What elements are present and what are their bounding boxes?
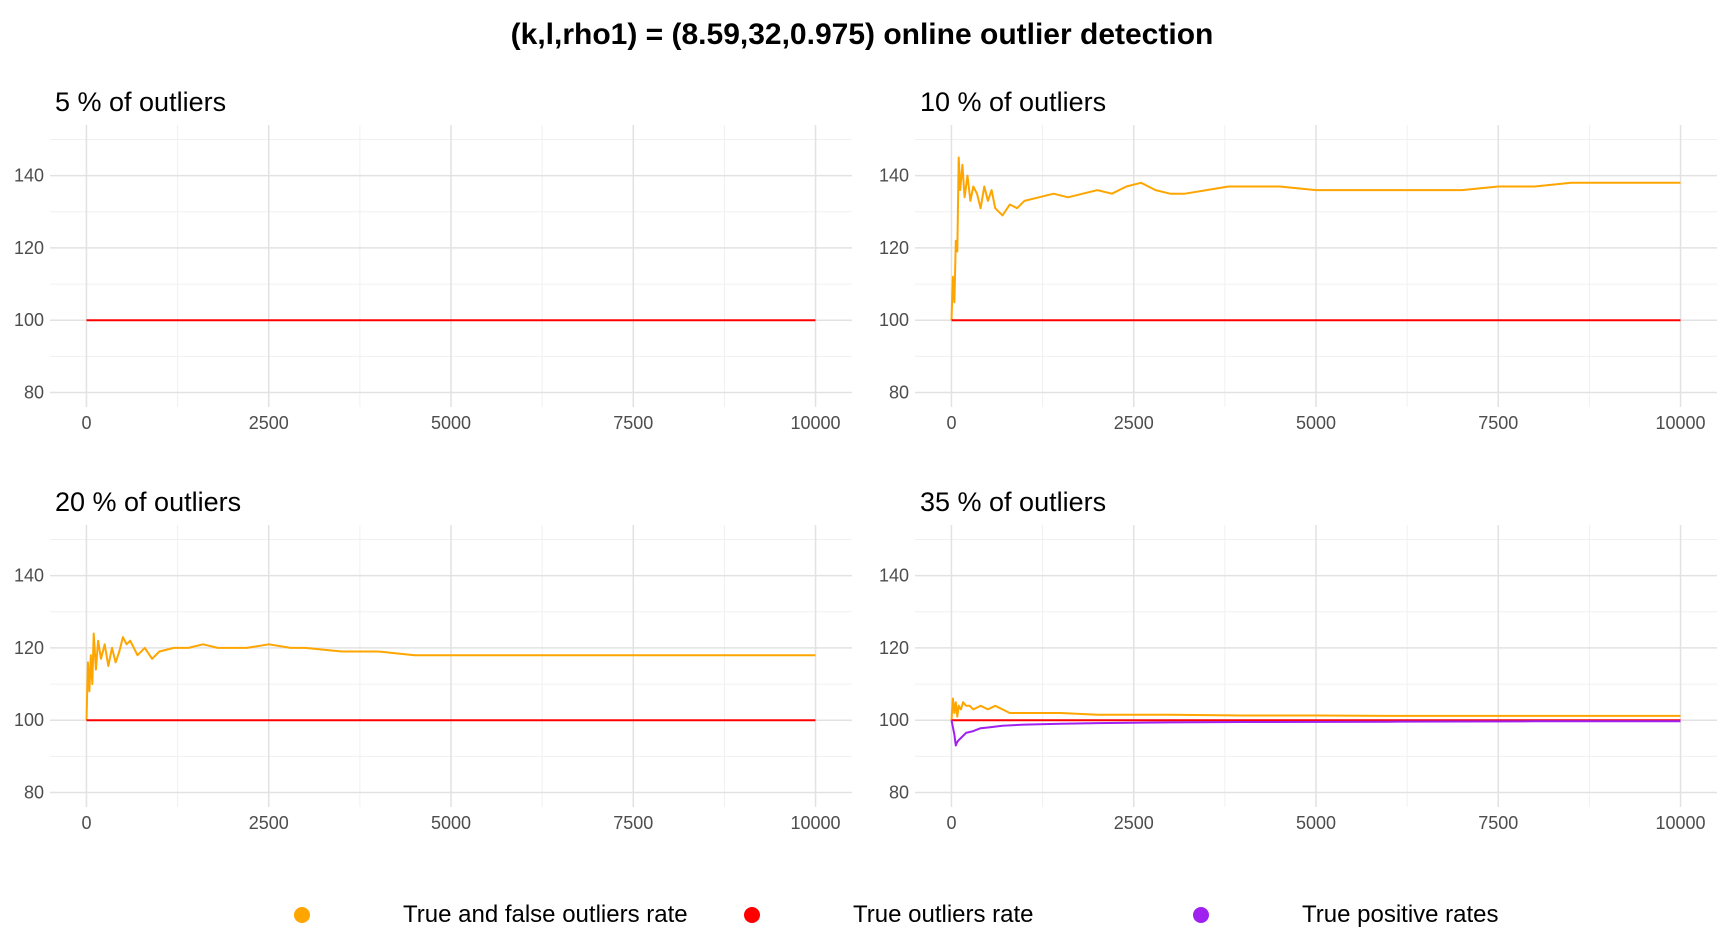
panel-title: 5 % of outliers <box>55 87 226 117</box>
series-line-1 <box>950 697 1681 721</box>
figure-title: (k,l,rho1) = (8.59,32,0.975) online outl… <box>510 18 1214 51</box>
series-line-3 <box>950 720 1681 747</box>
x-tick-label: 7500 <box>1478 413 1518 433</box>
x-tick-label: 10000 <box>791 413 841 433</box>
x-tick-label: 10000 <box>791 813 841 833</box>
legend-label: True positive rates <box>1302 901 1499 928</box>
y-tick-label: 80 <box>24 783 44 803</box>
y-tick-label: 100 <box>14 710 44 730</box>
legend-item-true-outliers: True outliers rate <box>744 895 1034 935</box>
y-tick-label: 80 <box>24 383 44 403</box>
legend-item-true-and-false: True and false outliers rate <box>294 895 688 935</box>
series-line-1 <box>950 156 1681 321</box>
y-tick-label: 140 <box>879 166 909 186</box>
legend-label: True and false outliers rate <box>403 901 688 928</box>
legend-dot-orange-icon <box>294 907 310 923</box>
panel-title: 20 % of outliers <box>55 487 241 517</box>
y-tick-label: 100 <box>879 710 909 730</box>
x-tick-label: 5000 <box>1296 813 1336 833</box>
legend: True and false outliers rate True outlie… <box>0 895 1724 935</box>
x-tick-label: 7500 <box>1478 813 1518 833</box>
legend-dot-purple-icon <box>1193 907 1209 923</box>
y-tick-label: 80 <box>889 383 909 403</box>
legend-dot-red-icon <box>744 907 760 923</box>
x-tick-label: 2500 <box>1114 413 1154 433</box>
x-tick-label: 0 <box>81 413 91 433</box>
chart-panel-3: 0 2500 5000 7500 10000 80 100 120 140 20 % of out… <box>14 487 852 833</box>
panel-title: 10 % of outliers <box>920 87 1106 117</box>
x-tick-label: 2500 <box>1114 813 1154 833</box>
x-tick-label: 10000 <box>1656 413 1706 433</box>
y-tick-label: 80 <box>889 783 909 803</box>
x-tick-label: 7500 <box>613 813 653 833</box>
y-tick-label: 140 <box>14 166 44 186</box>
series-line-1 <box>85 632 816 721</box>
chart-panel-1: 0 2500 5000 7500 10000 80 100 120 140 5 % of outl… <box>14 87 852 433</box>
x-tick-label: 5000 <box>431 813 471 833</box>
chart-panel-4: 0 2500 5000 7500 10000 80 100 120 140 35 % of out… <box>879 487 1717 833</box>
x-tick-label: 2500 <box>249 813 289 833</box>
y-tick-label: 140 <box>14 566 44 586</box>
y-tick-label: 120 <box>879 638 909 658</box>
chart-panel-2: 0 2500 5000 7500 10000 80 100 120 140 10 % of out… <box>879 87 1717 433</box>
x-tick-label: 10000 <box>1656 813 1706 833</box>
legend-label: True outliers rate <box>853 901 1034 928</box>
x-tick-label: 0 <box>946 413 956 433</box>
y-tick-label: 100 <box>14 310 44 330</box>
y-tick-label: 120 <box>14 638 44 658</box>
y-tick-label: 100 <box>879 310 909 330</box>
x-tick-label: 5000 <box>431 413 471 433</box>
y-tick-label: 120 <box>14 238 44 258</box>
y-tick-label: 120 <box>879 238 909 258</box>
x-tick-label: 0 <box>81 813 91 833</box>
x-tick-label: 7500 <box>613 413 653 433</box>
x-tick-label: 5000 <box>1296 413 1336 433</box>
y-tick-label: 140 <box>879 566 909 586</box>
legend-item-true-positive: True positive rates <box>1193 895 1499 935</box>
x-tick-label: 0 <box>946 813 956 833</box>
panel-title: 35 % of outliers <box>920 487 1106 517</box>
x-tick-label: 2500 <box>249 413 289 433</box>
